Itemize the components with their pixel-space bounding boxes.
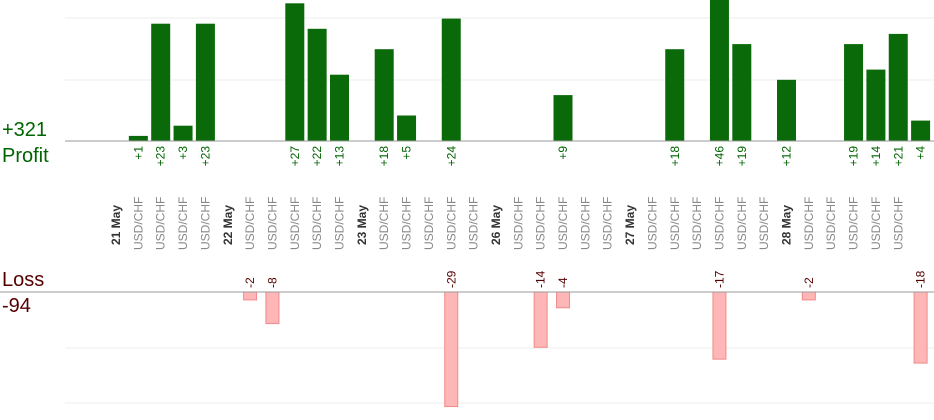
profit-bar xyxy=(777,79,796,141)
profit-value-label: +4 xyxy=(914,146,928,160)
date-label: 27 May xyxy=(623,205,637,245)
profit-value-label: +12 xyxy=(780,146,794,167)
date-label: 22 May xyxy=(221,205,235,245)
profit-value-label: +27 xyxy=(288,146,302,167)
date-label: 23 May xyxy=(355,205,369,245)
symbol-label: USD/CHF xyxy=(265,197,279,250)
profit-value-label: +24 xyxy=(444,146,458,167)
loss-bar xyxy=(556,291,570,309)
profit-value-label: +23 xyxy=(154,146,168,167)
symbol-label: USD/CHF xyxy=(243,197,257,250)
symbol-label: USD/CHF xyxy=(333,197,347,250)
profit-value-label: +3 xyxy=(176,146,190,160)
profit-bar xyxy=(553,95,573,141)
symbol-label: USD/CHF xyxy=(891,197,905,250)
symbol-label: USD/CHF xyxy=(690,197,704,250)
profit-value-label: +13 xyxy=(333,146,347,167)
profit-bar xyxy=(844,44,864,141)
profit-value-label: +21 xyxy=(891,146,905,167)
symbol-label: USD/CHF xyxy=(467,197,481,250)
date-label: 26 May xyxy=(489,205,503,245)
loss-bar xyxy=(913,291,928,364)
loss-value-label: -2 xyxy=(243,277,257,288)
symbol-label: USD/CHF xyxy=(422,197,436,250)
profit-bar xyxy=(866,69,886,141)
profit-label: Profit xyxy=(2,145,49,167)
symbol-label: USD/CHF xyxy=(534,197,548,250)
profit-bar xyxy=(330,74,349,141)
symbol-label: USD/CHF xyxy=(824,197,838,250)
profit-bar xyxy=(888,33,908,141)
profit-bar xyxy=(307,28,327,141)
symbol-label: USD/CHF xyxy=(869,197,883,250)
loss-value-label: -29 xyxy=(444,270,458,288)
loss-label: Loss xyxy=(2,269,45,291)
loss-bar xyxy=(801,291,816,301)
profit-bar xyxy=(374,49,394,142)
loss-value-label: -18 xyxy=(914,270,928,288)
symbol-label: USD/CHF xyxy=(847,197,861,250)
loss-value-label: -14 xyxy=(534,270,548,288)
profit-bar xyxy=(911,120,931,141)
profit-value-label: +22 xyxy=(310,146,324,167)
symbol-label: USD/CHF xyxy=(668,197,682,250)
profit-value-label: +14 xyxy=(869,146,883,167)
loss-value-label: -4 xyxy=(556,277,570,288)
symbol-label: USD/CHF xyxy=(601,197,615,250)
profit-bar xyxy=(441,18,461,142)
symbol-label: USD/CHF xyxy=(735,197,749,250)
symbol-label: USD/CHF xyxy=(712,197,726,250)
symbol-label: USD/CHF xyxy=(645,197,659,250)
symbol-label: USD/CHF xyxy=(198,197,212,250)
loss-bar xyxy=(533,291,548,348)
symbol-label: USD/CHF xyxy=(131,197,145,250)
loss-bar xyxy=(712,291,727,360)
loss-value-label: -2 xyxy=(802,277,816,288)
profit-value-label: +18 xyxy=(668,146,682,167)
symbol-label: USD/CHF xyxy=(578,197,592,250)
profit-bar xyxy=(195,23,215,142)
date-label: 21 May xyxy=(109,205,123,245)
profit-bar xyxy=(709,0,729,142)
profit-bar xyxy=(151,23,171,142)
symbol-label: USD/CHF xyxy=(377,197,391,250)
symbol-label: USD/CHF xyxy=(444,197,458,250)
profit-total: +321 xyxy=(2,119,48,141)
symbol-label: USD/CHF xyxy=(176,197,190,250)
symbol-label: USD/CHF xyxy=(400,197,414,250)
profit-value-label: +1 xyxy=(131,146,145,160)
profit-value-label: +23 xyxy=(198,146,212,167)
profit-bar xyxy=(397,115,417,141)
symbol-label: USD/CHF xyxy=(757,197,771,250)
profit-bar xyxy=(285,3,305,141)
profit-bar xyxy=(128,135,148,141)
loss-bar xyxy=(265,291,280,325)
loss-bar xyxy=(444,291,459,408)
profit-bar xyxy=(732,44,752,141)
symbol-label: USD/CHF xyxy=(511,197,525,250)
symbol-label: USD/CHF xyxy=(288,197,302,250)
profit-value-label: +19 xyxy=(847,146,861,167)
date-label: 28 May xyxy=(780,205,794,245)
symbol-label: USD/CHF xyxy=(154,197,168,250)
symbol-label: USD/CHF xyxy=(310,197,324,250)
loss-value-label: -8 xyxy=(265,277,279,288)
profit-bar xyxy=(665,49,685,142)
symbol-label: USD/CHF xyxy=(556,197,570,250)
loss-bar xyxy=(243,291,258,301)
profit-value-label: +18 xyxy=(377,146,391,167)
profit-value-label: +19 xyxy=(735,146,749,167)
loss-value-label: -17 xyxy=(712,270,726,288)
loss-total: -94 xyxy=(2,295,31,317)
profit-value-label: +5 xyxy=(400,146,414,160)
profit-bar xyxy=(173,125,193,141)
profit-value-label: +46 xyxy=(712,146,726,167)
profit-value-label: +9 xyxy=(556,146,570,160)
symbol-label: USD/CHF xyxy=(802,197,816,250)
